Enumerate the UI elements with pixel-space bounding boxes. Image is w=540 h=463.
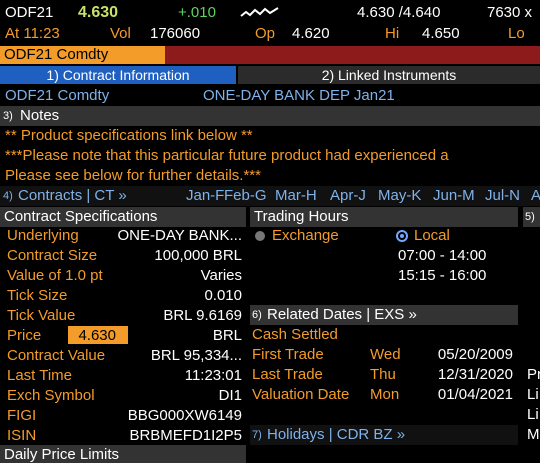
description: ONE-DAY BANK DEP Jan21	[203, 87, 395, 104]
side-label: Ma	[527, 426, 540, 443]
panel-header	[250, 305, 518, 325]
bid-ask: 4.630 /4.640	[357, 4, 441, 21]
note-line: ***Please note that this particular futu…	[5, 147, 449, 164]
spec-label: Value of 1.0 pt	[7, 267, 103, 284]
notes-number: 3)	[3, 110, 13, 122]
high: 4.650	[422, 25, 460, 42]
side-label: Li	[527, 406, 539, 423]
notes-title: Notes	[20, 107, 60, 124]
spec-value: 100,000 BRL	[154, 247, 242, 264]
note-line: Please see below for further details.***	[5, 167, 261, 184]
dates-title[interactable]: Related Dates | EXS »	[267, 306, 417, 323]
price-box	[68, 326, 128, 344]
month: Jul-N	[485, 187, 521, 204]
panel-title: Daily Price Limits	[0, 445, 246, 463]
spec-label: Contract Size	[7, 247, 98, 264]
panel-header	[523, 207, 540, 227]
side-label: Pr	[527, 366, 540, 383]
tab[interactable]: 2) Linked Instruments	[238, 66, 540, 84]
ticker: ODF21 Comdty	[5, 87, 110, 104]
spec-label: Tick Value	[7, 307, 76, 324]
holidays-number: 7)	[252, 429, 262, 441]
spec-value: BRL 95,334...	[150, 347, 242, 364]
contracts-number: 4)	[3, 190, 13, 202]
spec-label: FIGI	[7, 407, 37, 424]
spec-value: DI1	[218, 387, 242, 404]
month: Mar-H	[275, 187, 317, 204]
holidays-link[interactable]: Holidays | CDR BZ »	[267, 426, 406, 443]
settlement: Cash Settled	[252, 326, 338, 343]
open: 4.620	[292, 25, 330, 42]
spec-value: BRL	[212, 327, 242, 344]
note-line: ** Product specifications link below **	[5, 127, 253, 144]
high-label: Hi	[385, 25, 400, 42]
date: 05/20/2009	[437, 346, 513, 363]
radio-icons	[255, 230, 408, 242]
open-label: Op	[255, 25, 276, 42]
month: Jan-F	[186, 187, 225, 204]
panel-title: Trading Hours	[250, 207, 518, 227]
time: At 11:23	[5, 25, 60, 42]
spec-label: ISIN	[7, 427, 37, 444]
panel-title: Contract Specifications	[0, 207, 246, 227]
header-title: ODF21 Comdty	[0, 46, 165, 64]
session: 15:15 - 16:00	[398, 267, 487, 284]
session: 07:00 - 14:00	[398, 247, 487, 264]
spec-value: BRL 9.6169	[163, 307, 242, 324]
side-label: Li	[527, 386, 539, 403]
date-label: First Trade	[252, 346, 324, 363]
tab[interactable]: 1) Contract Information	[0, 66, 236, 84]
month: Feb-G	[224, 187, 267, 204]
spec-value: Varies	[200, 267, 242, 284]
spec-value: ONE-DAY BANK...	[117, 227, 242, 244]
weekday: Mon	[370, 386, 400, 403]
spec-label: Price	[7, 327, 42, 344]
size: 7630 x	[487, 4, 533, 21]
date-label: Last Trade	[252, 366, 323, 383]
sparkline-icon	[240, 7, 279, 17]
month: Jun-M	[433, 187, 475, 204]
spec-label: Exch Symbol	[7, 387, 95, 404]
date: 01/04/2021	[437, 386, 513, 403]
vol: 176060	[150, 25, 201, 42]
spec-label: Tick Size	[7, 287, 68, 304]
date: 12/31/2020	[437, 366, 513, 383]
last-price: 4.630	[78, 4, 119, 21]
notes-header	[0, 106, 540, 126]
price-value: 4.630	[78, 327, 116, 344]
radio-option[interactable]: Exchange	[272, 227, 339, 244]
spec-label: Last Time	[7, 367, 73, 384]
contracts-link[interactable]: Contracts | CT »	[18, 187, 127, 204]
header-bar	[165, 46, 540, 64]
radio-option[interactable]: Local	[414, 227, 450, 244]
date-label: Valuation Date	[252, 386, 350, 403]
spec-value: 0.010	[204, 287, 242, 304]
spec-value: BBG000XW6149	[127, 407, 242, 424]
dates-number: 6)	[252, 309, 262, 321]
panel-header	[250, 425, 518, 445]
spec-value: BRBMEFD1I2P5	[129, 427, 242, 444]
month: May-K	[378, 187, 422, 204]
vol-label: Vol	[110, 25, 131, 42]
month: A	[531, 187, 540, 204]
spec-label: Contract Value	[7, 347, 106, 364]
contracts-bar	[0, 186, 540, 206]
side-number: 5)	[525, 211, 535, 223]
weekday: Thu	[370, 366, 396, 383]
month: Apr-J	[330, 187, 366, 204]
spec-value: 11:23:01	[184, 367, 242, 384]
weekday: Wed	[370, 346, 401, 363]
security: ODF21	[5, 4, 54, 21]
change: +.010	[178, 4, 216, 21]
low-label: Lo	[508, 25, 525, 42]
spec-label: Underlying	[7, 227, 79, 244]
